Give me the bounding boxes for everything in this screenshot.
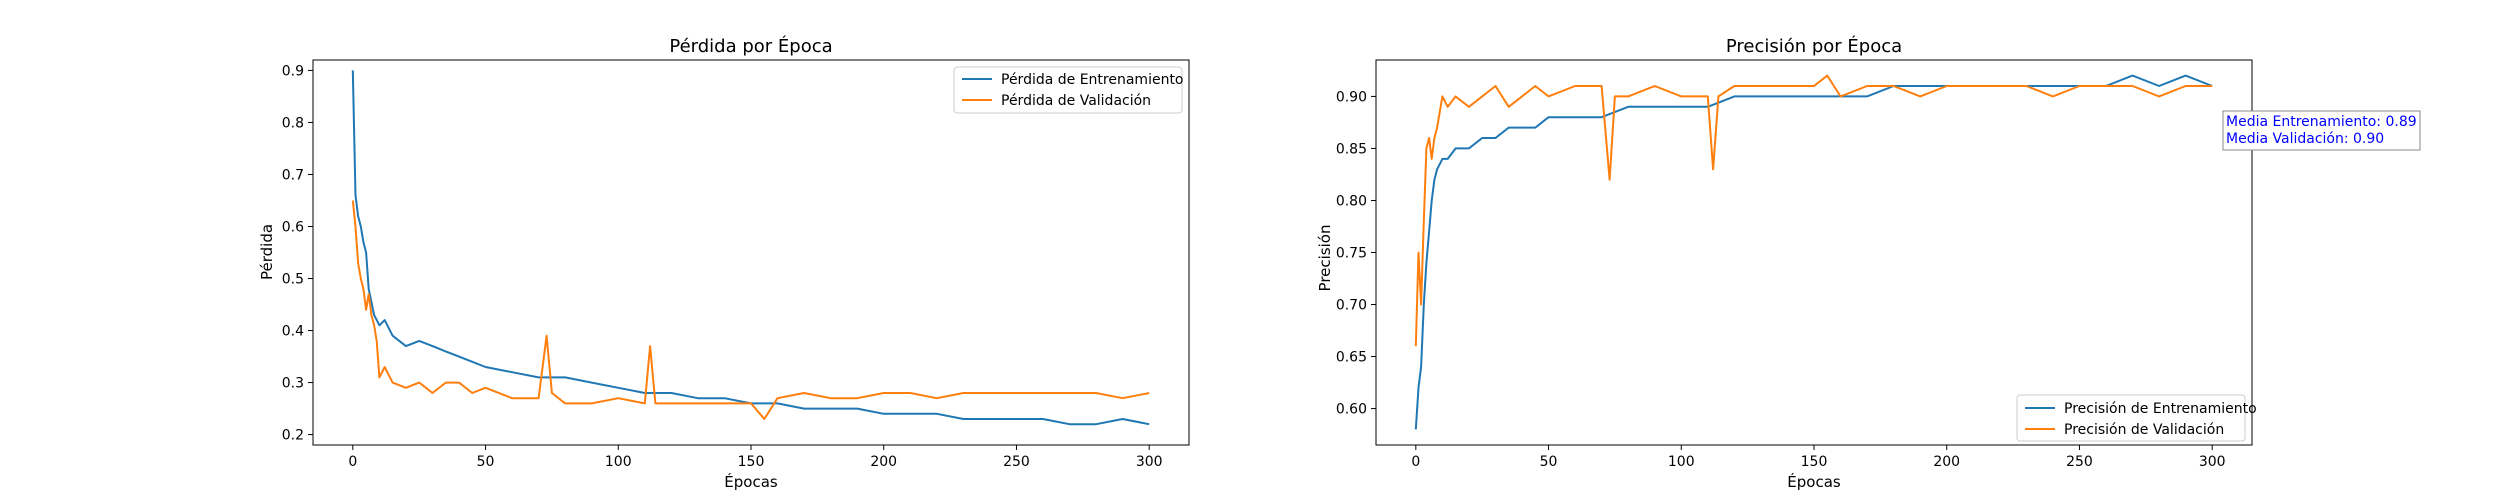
accuracy-x-axis-label: Épocas bbox=[1787, 472, 1841, 491]
accuracy-legend-box bbox=[2016, 394, 2246, 442]
loss-chart: Pérdida por Época 0 50 100 150 200 250 300 0.2… bbox=[258, 35, 1190, 491]
loss-chart-title: Pérdida por Época bbox=[669, 35, 832, 57]
loss-y-tick-label: 0.2 bbox=[282, 428, 304, 444]
accuracy-y-tick-label: 0.80 bbox=[1336, 193, 1367, 209]
accuracy-val-line bbox=[1414, 74, 2213, 347]
loss-legend-box bbox=[953, 66, 1183, 114]
accuracy-y-tick-label: 0.70 bbox=[1336, 298, 1367, 314]
loss-x-tick-label: 250 bbox=[1003, 454, 1030, 470]
accuracy-x-axis: 0 50 100 150 200 250 300 bbox=[1411, 445, 2226, 470]
loss-legend-label-train: Pérdida de Entrenamiento bbox=[1001, 72, 1184, 88]
loss-x-tick-label: 50 bbox=[477, 454, 495, 470]
accuracy-y-axis-label: Precisión bbox=[1316, 225, 1334, 292]
loss-y-tick-label: 0.3 bbox=[282, 376, 304, 392]
accuracy-chart: Precisión por Época 0 50 100 150 200 250 300 0… bbox=[1316, 35, 2421, 491]
accuracy-x-tick-label: 100 bbox=[1668, 454, 1695, 470]
accuracy-x-tick-label: 150 bbox=[1801, 454, 1828, 470]
accuracy-annotation: Media Entrenamiento: 0.89 Media Validaci… bbox=[2222, 110, 2421, 151]
accuracy-annotation-train-mean: Media Entrenamiento: 0.89 bbox=[2226, 114, 2417, 130]
accuracy-x-tick-label: 200 bbox=[1933, 454, 1960, 470]
accuracy-annotation-box bbox=[2222, 110, 2421, 151]
loss-y-axis-label: Pérdida bbox=[258, 224, 276, 280]
loss-y-axis: 0.2 0.3 0.4 0.5 0.6 0.7 0.8 0.9 bbox=[282, 63, 313, 444]
loss-x-tick-label: 200 bbox=[870, 454, 897, 470]
accuracy-y-axis: 0.60 0.65 0.70 0.75 0.80 0.85 0.90 bbox=[1336, 89, 1376, 418]
loss-x-tick-label: 0 bbox=[348, 454, 357, 470]
accuracy-y-tick-label: 0.90 bbox=[1336, 89, 1367, 105]
loss-x-axis-label: Épocas bbox=[724, 472, 778, 491]
accuracy-legend-label-train: Precisión de Entrenamiento bbox=[2064, 401, 2257, 417]
accuracy-x-tick-label: 0 bbox=[1411, 454, 1420, 470]
loss-y-tick-label: 0.4 bbox=[282, 324, 304, 340]
loss-y-tick-label: 0.6 bbox=[282, 219, 304, 235]
loss-x-tick-label: 100 bbox=[605, 454, 632, 470]
accuracy-legend: Precisión de Entrenamiento Precisión de … bbox=[2016, 394, 2257, 442]
loss-x-tick-label: 300 bbox=[1136, 454, 1163, 470]
loss-legend-label-val: Pérdida de Validación bbox=[1001, 93, 1151, 109]
loss-y-tick-label: 0.7 bbox=[282, 167, 304, 183]
accuracy-y-tick-label: 0.85 bbox=[1336, 141, 1367, 157]
loss-series-group bbox=[351, 70, 1150, 426]
loss-y-tick-label: 0.5 bbox=[282, 272, 304, 288]
accuracy-x-tick-label: 50 bbox=[1540, 454, 1558, 470]
loss-val-line bbox=[351, 200, 1150, 420]
accuracy-y-tick-label: 0.75 bbox=[1336, 246, 1367, 262]
accuracy-chart-title: Precisión por Época bbox=[1726, 35, 1902, 57]
loss-train-line bbox=[351, 70, 1150, 426]
accuracy-y-tick-label: 0.65 bbox=[1336, 350, 1367, 366]
loss-legend: Pérdida de Entrenamiento Pérdida de Vali… bbox=[953, 66, 1184, 114]
accuracy-y-tick-label: 0.60 bbox=[1336, 402, 1367, 418]
accuracy-legend-label-val: Precisión de Validación bbox=[2064, 422, 2224, 438]
accuracy-x-tick-label: 300 bbox=[2199, 454, 2226, 470]
loss-x-axis: 0 50 100 150 200 250 300 bbox=[348, 445, 1163, 470]
accuracy-x-tick-label: 250 bbox=[2066, 454, 2093, 470]
accuracy-series-group bbox=[1414, 74, 2213, 430]
loss-y-tick-label: 0.8 bbox=[282, 115, 304, 131]
loss-y-tick-label: 0.9 bbox=[282, 63, 304, 79]
accuracy-annotation-val-mean: Media Validación: 0.90 bbox=[2226, 131, 2384, 147]
loss-x-tick-label: 150 bbox=[738, 454, 765, 470]
